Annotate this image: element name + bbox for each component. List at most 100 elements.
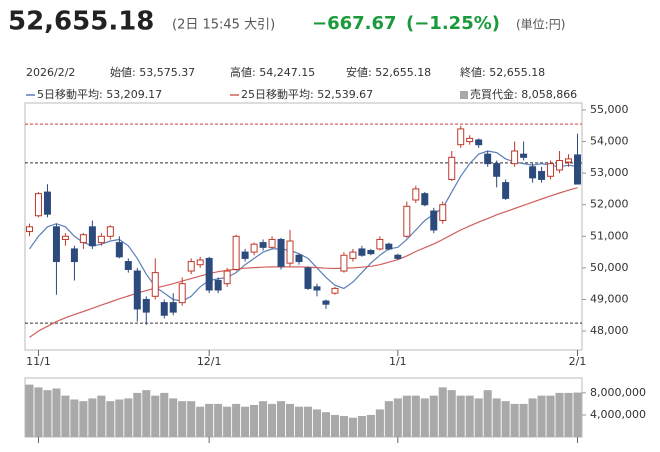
volume-bar — [393, 398, 402, 437]
y-tick-label: 49,000 — [590, 292, 629, 305]
candle-body — [403, 205, 411, 237]
candle-body — [124, 261, 132, 270]
candle-body — [322, 300, 330, 305]
volume-bar — [366, 414, 375, 437]
candle-body — [394, 254, 402, 259]
candle-body — [358, 248, 366, 256]
candle-body — [475, 139, 483, 146]
candle-body — [493, 163, 501, 177]
volume-bar — [339, 416, 348, 437]
price: 52,655.18 — [8, 7, 154, 37]
candle-body — [538, 171, 546, 180]
candle-body — [214, 280, 222, 291]
info-date: 2026/2/2 — [26, 66, 75, 79]
volume-bar — [142, 390, 151, 437]
volume-bar — [510, 403, 519, 437]
candle-body — [70, 248, 78, 263]
legend-label: 売買代金: 8,058,866 — [470, 88, 577, 101]
candle-body — [196, 259, 204, 266]
volume-bar — [79, 401, 88, 437]
candle-body — [520, 153, 528, 158]
candle-body — [295, 254, 303, 263]
candle-body — [88, 226, 96, 247]
info-close: 終値: 52,655.18 — [460, 66, 545, 79]
moving-average — [29, 187, 578, 338]
volume-bar — [97, 395, 106, 437]
candle-body — [286, 240, 294, 264]
candle-body — [25, 226, 33, 233]
candle-body — [142, 298, 150, 313]
y-tick-label: 8,000,000 — [590, 386, 646, 399]
candle-body — [340, 254, 348, 272]
candle-body — [502, 182, 510, 199]
candle-body — [574, 154, 582, 185]
y-tick-label: 53,000 — [590, 166, 629, 179]
y-tick-label: 52,000 — [590, 198, 629, 211]
candle-body — [160, 302, 168, 316]
volume-frame — [24, 377, 583, 438]
volume-bar — [501, 401, 510, 437]
candle-body — [511, 150, 519, 165]
volume-bar — [214, 403, 223, 437]
candle-body — [79, 234, 87, 244]
change: −667.67 — [312, 13, 397, 34]
volume-bar — [133, 392, 142, 437]
volume-bar — [357, 416, 366, 437]
volume-bar — [519, 403, 528, 437]
volume-bar — [52, 388, 61, 437]
candle-body — [52, 226, 60, 263]
volume-bar — [438, 387, 447, 437]
volume-bar — [285, 403, 295, 437]
candle-body — [241, 251, 249, 259]
candle-body — [205, 257, 213, 291]
y-tick-label: 51,000 — [590, 229, 629, 242]
volume-bar — [25, 384, 34, 437]
volume-bar — [528, 398, 537, 437]
candle-body — [448, 156, 456, 180]
y-tick-label: 50,000 — [590, 261, 629, 274]
volume-bar — [420, 398, 429, 437]
candle-body — [412, 188, 420, 201]
volume-bar — [312, 409, 322, 437]
volume-bar — [88, 398, 97, 437]
candle-body — [529, 166, 537, 179]
candle-body — [97, 235, 105, 244]
candle-body — [187, 261, 195, 272]
moving-average — [29, 150, 578, 302]
legend-label: 5日移動平均: 53,209.17 — [37, 87, 162, 101]
change-pct: (−1.25%) — [406, 13, 500, 34]
volume-bar — [564, 392, 573, 437]
volume-bar — [294, 406, 304, 437]
candle-body — [106, 226, 114, 237]
volume-bar — [106, 401, 115, 437]
candle-body — [349, 251, 357, 259]
volume-bar — [474, 398, 483, 437]
candle-body — [457, 128, 465, 146]
legend-label: 25日移動平均: 52,539.67 — [241, 87, 373, 101]
volume-bar — [151, 395, 160, 437]
candle-body — [376, 238, 384, 250]
candle-body — [223, 270, 231, 285]
volume-bar — [456, 395, 465, 437]
volume-bar — [303, 406, 313, 437]
candle-body — [43, 191, 51, 215]
volume-bar — [124, 398, 133, 437]
candle-body — [367, 250, 375, 255]
volume-bar — [115, 399, 124, 437]
candle-body — [421, 193, 429, 206]
volume-bar — [250, 405, 259, 437]
unit: (単位:円) — [516, 18, 565, 32]
candle-body — [133, 270, 141, 310]
volume-bar — [169, 398, 178, 437]
x-tick-label: 12/1 — [197, 355, 222, 368]
volume-bar — [196, 406, 205, 437]
volume-bar — [492, 398, 501, 437]
candle-body — [430, 210, 438, 231]
candle-body — [547, 163, 555, 177]
legend-swatch — [460, 91, 468, 99]
info-open: 始値: 53,575.37 — [110, 65, 195, 79]
volume-bar — [330, 414, 339, 437]
candle-body — [115, 242, 123, 258]
candle-body — [565, 158, 573, 163]
